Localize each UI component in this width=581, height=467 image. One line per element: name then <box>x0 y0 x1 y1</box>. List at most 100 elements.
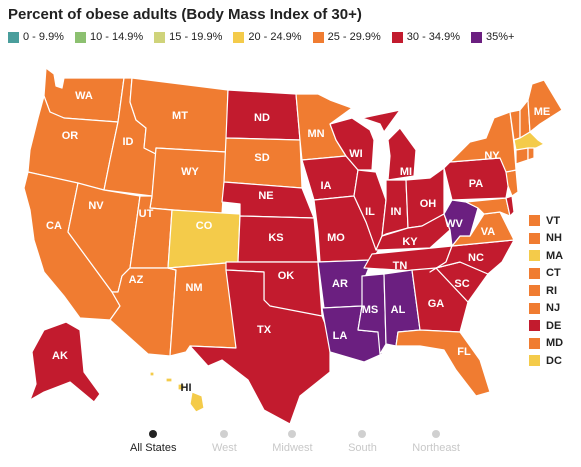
tab-label: West <box>211 442 237 454</box>
svg-text:NC: NC <box>468 252 484 264</box>
tab-label: All States <box>130 442 177 454</box>
tab-dot <box>358 430 367 438</box>
east-state-swatch <box>529 320 540 332</box>
state-mi[interactable] <box>361 109 417 181</box>
svg-text:MT: MT <box>172 110 188 122</box>
svg-text:ME: ME <box>534 106 551 118</box>
state-nc[interactable] <box>429 239 515 275</box>
legend-item: 30 - 34.9% <box>391 31 460 43</box>
state-wy[interactable] <box>149 147 227 215</box>
legend-item: 20 - 24.9% <box>233 31 302 43</box>
svg-text:TN: TN <box>393 260 408 272</box>
east-state-item[interactable]: CT <box>529 265 563 283</box>
east-state-label: DC <box>546 354 562 367</box>
legend-swatch <box>154 31 166 43</box>
tab-dot <box>220 430 229 438</box>
state-ct[interactable] <box>515 147 529 165</box>
state-hi[interactable] <box>149 371 205 413</box>
svg-text:UT: UT <box>139 208 154 220</box>
state-nj[interactable] <box>505 169 519 197</box>
svg-text:NE: NE <box>258 190 273 202</box>
east-state-item[interactable]: DC <box>529 352 563 370</box>
svg-text:GA: GA <box>428 298 445 310</box>
svg-text:WY: WY <box>181 166 199 178</box>
svg-text:VA: VA <box>481 226 496 238</box>
east-state-item[interactable]: VT <box>529 212 563 230</box>
legend-label: 15 - 19.9% <box>169 31 223 43</box>
us-map: WA OR CA ID NV MT WY UT AZ CO NM ND SD N… <box>23 67 563 425</box>
east-state-swatch <box>529 250 540 262</box>
svg-text:NY: NY <box>484 150 500 162</box>
east-state-swatch <box>529 267 540 279</box>
legend-swatch <box>391 31 403 43</box>
svg-text:LA: LA <box>333 330 348 342</box>
east-state-swatch <box>529 232 540 244</box>
svg-text:WA: WA <box>75 90 93 102</box>
svg-text:OK: OK <box>278 270 295 282</box>
tab-south[interactable]: South <box>348 430 377 454</box>
svg-text:AL: AL <box>391 304 406 316</box>
state-fl[interactable] <box>395 329 491 397</box>
state-ia[interactable] <box>301 155 359 201</box>
east-state-item[interactable]: MD <box>529 335 563 353</box>
legend-label: 0 - 9.9% <box>23 31 64 43</box>
state-co[interactable] <box>167 209 241 269</box>
tab-dot <box>149 430 158 438</box>
east-state-label: MA <box>546 249 564 262</box>
east-state-label: DE <box>546 319 562 332</box>
state-ga[interactable] <box>411 267 469 333</box>
tab-label: Midwest <box>272 442 313 454</box>
east-state-item[interactable]: NH <box>529 230 563 248</box>
tab-label: Northeast <box>412 442 460 454</box>
state-ri[interactable] <box>527 147 535 161</box>
legend-label: 20 - 24.9% <box>248 31 302 43</box>
tab-dot <box>288 430 297 438</box>
svg-text:CA: CA <box>46 220 62 232</box>
state-wv[interactable] <box>443 199 479 247</box>
svg-text:OH: OH <box>420 198 437 210</box>
tab-midwest[interactable]: Midwest <box>272 430 313 454</box>
legend: 0 - 9.9% 10 - 14.9% 15 - 19.9% 20 - 24.9… <box>8 31 525 43</box>
svg-text:MI: MI <box>400 166 412 178</box>
east-state-swatch <box>529 215 540 227</box>
svg-text:SC: SC <box>454 278 469 290</box>
east-state-label: RI <box>546 284 557 297</box>
east-state-item[interactable]: DE <box>529 317 563 335</box>
svg-text:IN: IN <box>391 206 402 218</box>
state-ak[interactable] <box>29 321 101 403</box>
tab-dot <box>432 430 441 438</box>
tab-west[interactable]: West <box>212 430 237 454</box>
state-me[interactable] <box>527 79 563 133</box>
tab-label: South <box>348 442 377 454</box>
svg-text:AR: AR <box>332 278 348 290</box>
svg-text:NV: NV <box>88 200 104 212</box>
legend-label: 35%+ <box>485 31 515 43</box>
svg-text:TX: TX <box>257 324 272 336</box>
east-state-item[interactable]: MA <box>529 247 563 265</box>
legend-item: 10 - 14.9% <box>74 31 144 43</box>
svg-text:MO: MO <box>327 232 345 244</box>
svg-text:ND: ND <box>254 112 270 124</box>
east-state-swatch <box>529 302 540 314</box>
state-tx[interactable] <box>189 269 331 425</box>
tab-northeast[interactable]: Northeast <box>412 430 460 454</box>
east-state-item[interactable]: NJ <box>529 300 563 318</box>
svg-text:ID: ID <box>123 136 134 148</box>
legend-swatch <box>8 31 19 43</box>
svg-text:FL: FL <box>457 346 471 358</box>
east-state-item[interactable]: RI <box>529 282 563 300</box>
tab-all-states[interactable]: All States <box>130 430 176 454</box>
state-de[interactable] <box>505 195 515 217</box>
legend-swatch <box>233 31 245 43</box>
svg-text:IA: IA <box>321 180 332 192</box>
state-ky[interactable] <box>375 213 451 251</box>
legend-label: 10 - 14.9% <box>89 31 144 43</box>
state-labels: WA OR CA ID NV MT WY UT AZ CO NM ND SD N… <box>46 90 550 394</box>
legend-swatch <box>312 31 324 43</box>
legend-item: 25 - 29.9% <box>312 31 381 43</box>
state-wi[interactable] <box>329 117 375 171</box>
east-state-swatch <box>529 337 540 349</box>
legend-label: 25 - 29.9% <box>327 31 381 43</box>
legend-item: 0 - 9.9% <box>8 31 64 43</box>
svg-text:IL: IL <box>365 206 375 218</box>
